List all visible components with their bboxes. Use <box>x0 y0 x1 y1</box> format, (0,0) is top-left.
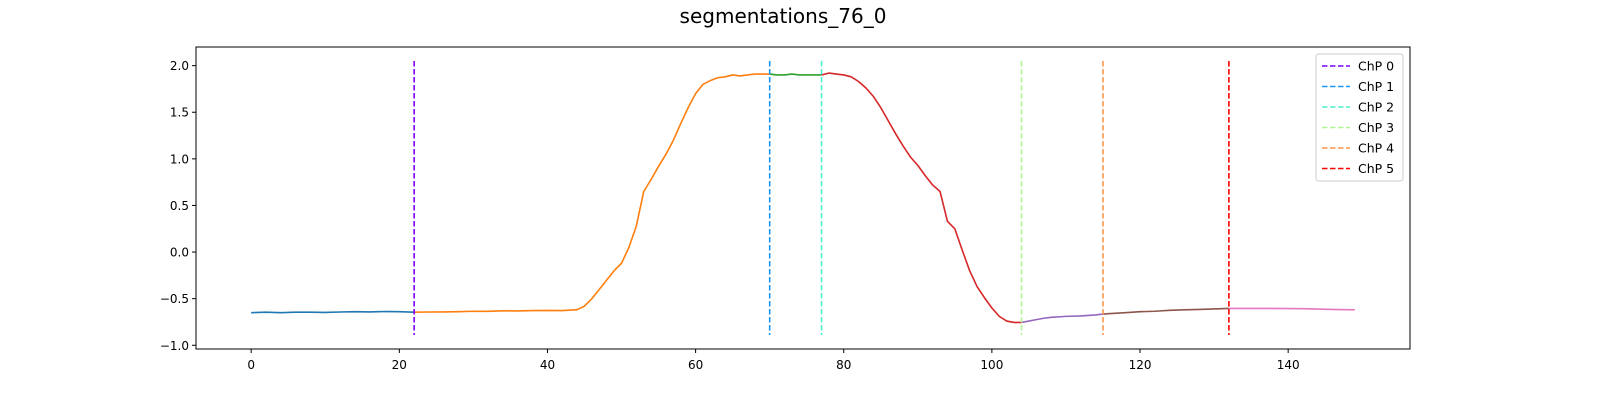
legend-label-2: ChP 2 <box>1358 100 1394 115</box>
x-tick-label: 40 <box>540 358 555 372</box>
legend-label-4: ChP 4 <box>1358 141 1394 156</box>
x-tick-label: 80 <box>836 358 851 372</box>
signal-segment-5 <box>1102 307 1229 315</box>
legend-label-0: ChP 0 <box>1358 59 1394 74</box>
x-tick-label: 100 <box>980 358 1003 372</box>
legend-label-1: ChP 1 <box>1358 79 1394 94</box>
signal-segment-6 <box>1228 307 1355 311</box>
signal-segment-2 <box>769 73 822 76</box>
legend-label-5: ChP 5 <box>1358 161 1394 176</box>
x-tick-label: 20 <box>392 358 407 372</box>
y-tick-label: 1.5 <box>170 106 189 120</box>
axes: 0 20 40 60 80 100 120 140 −1.0 −0.5 0.0 0.5 1.0 1.5 2.… <box>160 46 1411 372</box>
plot-area <box>251 61 1355 335</box>
x-tick-label: 140 <box>1277 358 1300 372</box>
y-tick-label: −0.5 <box>160 292 189 306</box>
y-tick-label: 1.0 <box>170 152 189 166</box>
legend-label-3: ChP 3 <box>1358 120 1394 135</box>
x-tick-label: 60 <box>688 358 703 372</box>
signal-segment-3 <box>821 72 1022 324</box>
x-tick-label: 120 <box>1129 358 1152 372</box>
legend-box <box>1315 53 1404 182</box>
y-tick-label: 0.5 <box>170 199 189 213</box>
plot-frame <box>195 46 1411 350</box>
x-tick-label: 0 <box>247 358 255 372</box>
signal-segment-1 <box>414 73 770 313</box>
y-tick-label: 2.0 <box>170 59 189 73</box>
y-tick-label: −1.0 <box>160 339 189 353</box>
signal-segment-0 <box>251 310 415 314</box>
signal-segment-4 <box>1021 313 1104 324</box>
legend: ChP 0 ChP 1 ChP 2 ChP 3 ChP 4 ChP 5 <box>1315 53 1404 182</box>
chart-title: segmentations_76_0 <box>680 4 887 28</box>
y-tick-label: 0.0 <box>170 246 189 260</box>
